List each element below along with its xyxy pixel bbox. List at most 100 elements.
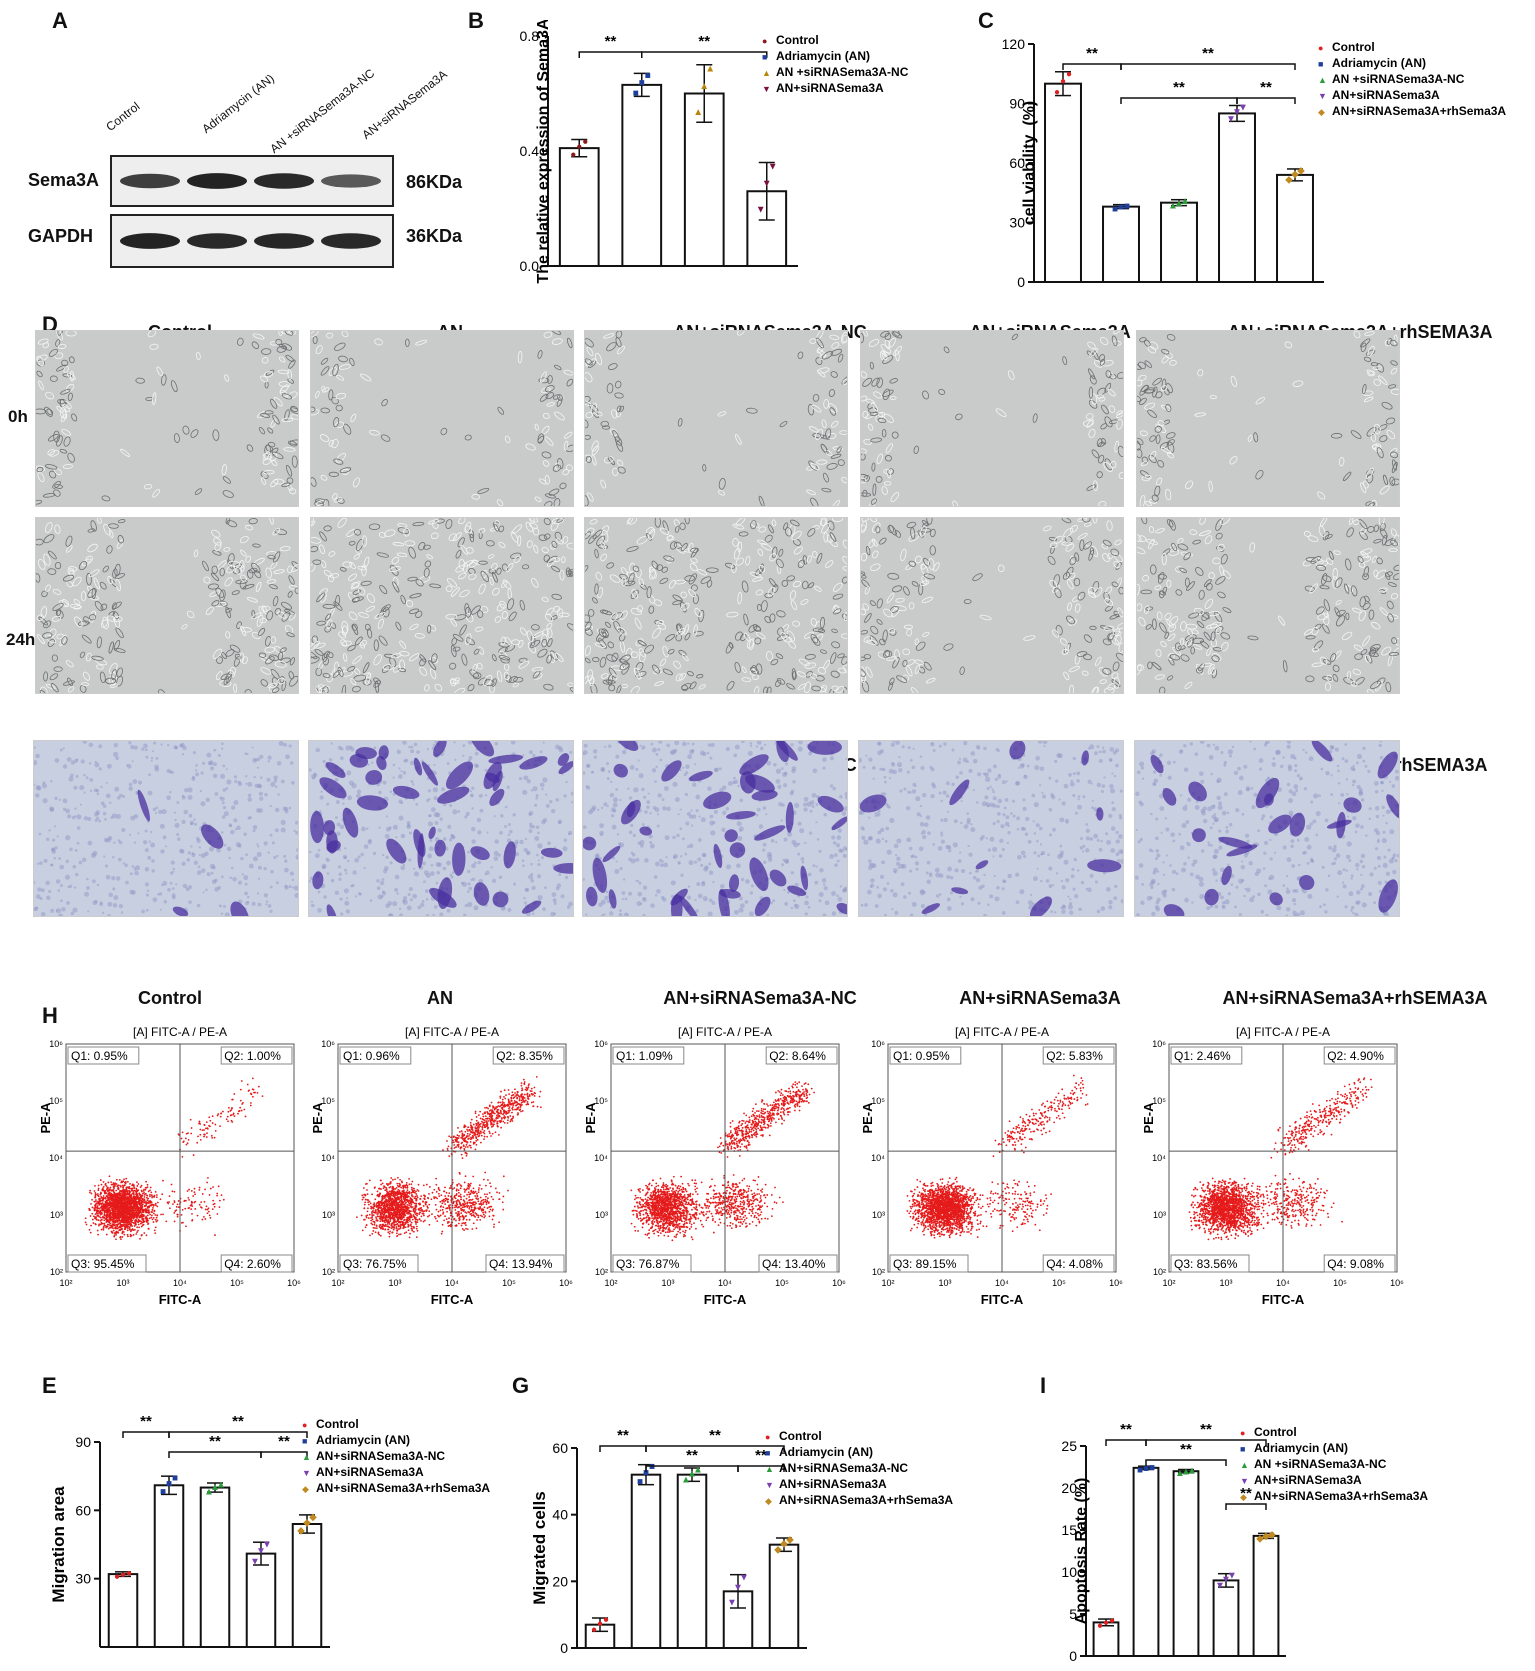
cell (890, 492, 900, 503)
pore (1358, 787, 1363, 792)
cell (830, 371, 838, 378)
pore (608, 744, 612, 748)
cell (552, 394, 561, 400)
pore (1162, 873, 1166, 876)
cell (258, 426, 266, 435)
cell (1350, 681, 1358, 687)
cell (513, 555, 521, 564)
pore (1257, 829, 1260, 833)
cell (274, 607, 282, 616)
flow-cytometry-plot: [A] FITC-A / PE-AQ1: 0.95% Q2: 1.00%Q3: 9… (40, 1025, 301, 1307)
cell (45, 464, 58, 470)
pore (1336, 895, 1339, 898)
pore (319, 795, 324, 800)
migrated-cell (754, 825, 786, 841)
pore (426, 798, 430, 802)
pore (531, 825, 536, 829)
pore (1385, 809, 1391, 815)
pore (154, 767, 160, 772)
cell (327, 607, 335, 619)
pore (1260, 817, 1264, 821)
pore (200, 771, 204, 775)
pore (1040, 853, 1043, 856)
pore (1007, 873, 1012, 879)
cell (103, 523, 111, 536)
cell (341, 670, 354, 677)
pore (148, 773, 151, 777)
pore (1070, 779, 1074, 783)
data-point: ■ (639, 77, 645, 88)
cell (318, 660, 325, 670)
pore (144, 829, 148, 833)
cell (820, 649, 827, 654)
cell (1197, 369, 1204, 377)
pore (294, 820, 298, 825)
y-tick-label: 60 (1009, 155, 1025, 171)
pore (679, 808, 682, 811)
pore (860, 903, 864, 907)
cell (758, 495, 765, 506)
migrated-cell (1163, 904, 1185, 916)
cell (1111, 672, 1119, 679)
pore (552, 898, 557, 903)
cell (1111, 637, 1120, 646)
pore (1356, 761, 1359, 765)
pore (663, 786, 669, 791)
cell (1332, 664, 1340, 673)
pore (1374, 806, 1380, 811)
pore (537, 843, 543, 849)
pore (131, 760, 134, 763)
y-tick-label: 0.8 (520, 28, 540, 44)
pore (774, 742, 777, 745)
pore (1001, 780, 1006, 785)
cell (68, 566, 78, 572)
cell (1362, 480, 1369, 489)
bar (558, 147, 600, 267)
pore (797, 821, 802, 826)
pore (471, 877, 476, 881)
pore (1060, 879, 1064, 883)
pore (467, 850, 470, 854)
lane-label: Adriamycin (AN) (199, 71, 277, 136)
pore (819, 867, 824, 873)
pore (583, 771, 586, 775)
pore (321, 865, 326, 870)
pore (433, 905, 438, 909)
cell (116, 675, 124, 687)
pore (1034, 765, 1040, 771)
cell (1230, 375, 1237, 388)
pore (822, 883, 826, 886)
bar (1102, 205, 1140, 283)
pore (695, 909, 699, 913)
cell (1370, 432, 1377, 442)
cell (1099, 679, 1107, 684)
pore (221, 747, 224, 750)
pore (885, 826, 890, 831)
cell (1381, 534, 1387, 546)
pore (1026, 764, 1030, 768)
pore (876, 885, 879, 889)
pore (1340, 792, 1345, 797)
pore (155, 812, 158, 815)
pore (179, 743, 183, 748)
cell (117, 519, 126, 524)
cell (111, 602, 117, 610)
cell (1137, 437, 1144, 446)
cell (355, 549, 363, 554)
pore (519, 839, 524, 845)
cell (429, 583, 442, 589)
cell (1061, 648, 1069, 655)
cell (796, 671, 807, 678)
pore (663, 862, 669, 868)
pore (477, 830, 482, 835)
migrated-cell (1386, 794, 1399, 819)
pore (94, 899, 98, 904)
migrated-cell (1221, 865, 1232, 886)
cell (1155, 649, 1162, 658)
pore (570, 791, 573, 796)
pore (256, 845, 260, 848)
pore (889, 817, 895, 823)
cell (638, 578, 645, 587)
pore (143, 840, 148, 845)
data-point: ■ (633, 88, 639, 99)
